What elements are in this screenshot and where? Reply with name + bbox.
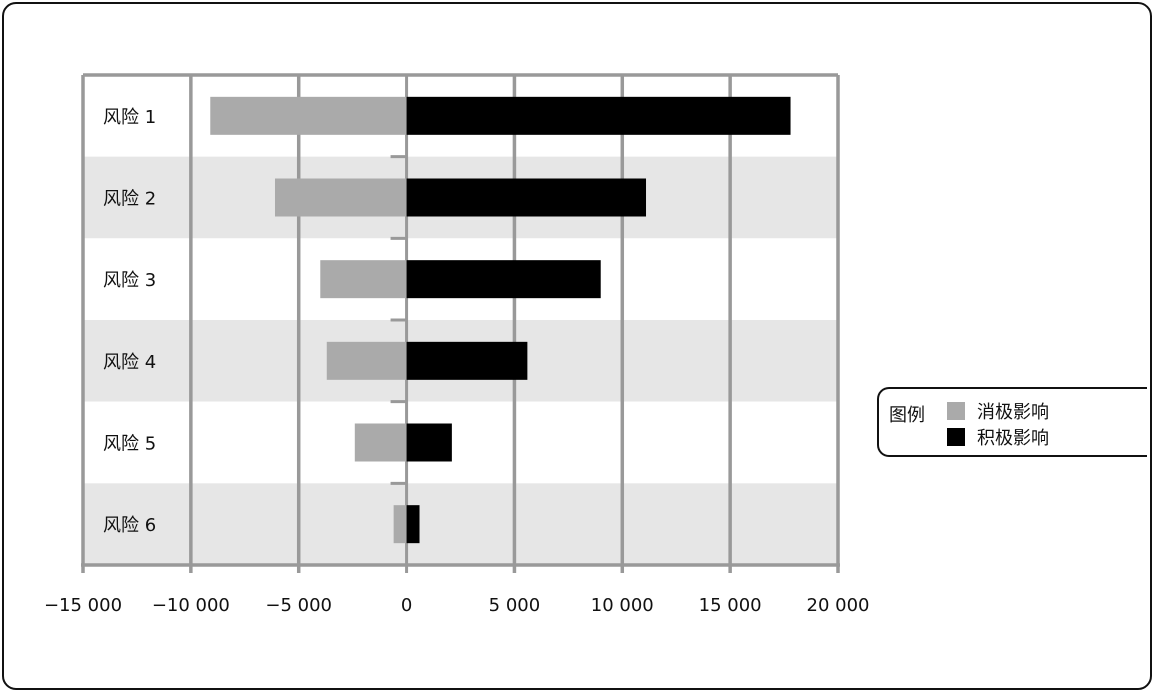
x-tick-label: 15 000	[699, 595, 762, 616]
row-band	[83, 483, 838, 565]
legend-title: 图例	[889, 405, 925, 426]
legend-swatch-positive	[947, 428, 965, 446]
bar-positive	[406, 423, 452, 462]
bar-positive	[406, 178, 647, 217]
x-tick-label: 20 000	[807, 595, 870, 616]
category-label: 风险 3	[103, 270, 156, 291]
category-label: 风险 4	[103, 352, 156, 373]
x-tick-label: −10 000	[152, 595, 230, 616]
x-tick-label: −5 000	[265, 595, 332, 616]
category-label: 风险 1	[103, 107, 156, 128]
bar-negative	[274, 178, 407, 217]
bar-negative	[393, 505, 407, 544]
x-tick-label: 10 000	[591, 595, 654, 616]
category-label: 风险 5	[103, 434, 156, 455]
legend-swatch-negative	[947, 402, 965, 420]
row-band	[83, 401, 838, 484]
bar-negative	[326, 341, 407, 380]
bar-negative	[320, 260, 407, 299]
bar-positive	[406, 341, 528, 380]
x-tick-label: 0	[401, 595, 412, 616]
legend-item-negative: 消极影响	[947, 399, 1049, 423]
bar-negative	[210, 96, 407, 135]
bar-negative	[354, 423, 407, 462]
bar-positive	[406, 505, 420, 544]
bar-positive	[406, 260, 601, 299]
legend-item-positive: 积极影响	[947, 425, 1049, 449]
x-tick-label: −15 000	[44, 595, 122, 616]
x-tick-label: 5 000	[489, 595, 541, 616]
category-label: 风险 6	[103, 515, 156, 536]
category-label: 风险 2	[103, 189, 156, 210]
bar-positive	[406, 96, 791, 135]
legend-label-positive: 积极影响	[977, 428, 1049, 449]
legend-label-negative: 消极影响	[977, 402, 1049, 423]
legend: 图例 消极影响 积极影响	[877, 387, 1147, 457]
